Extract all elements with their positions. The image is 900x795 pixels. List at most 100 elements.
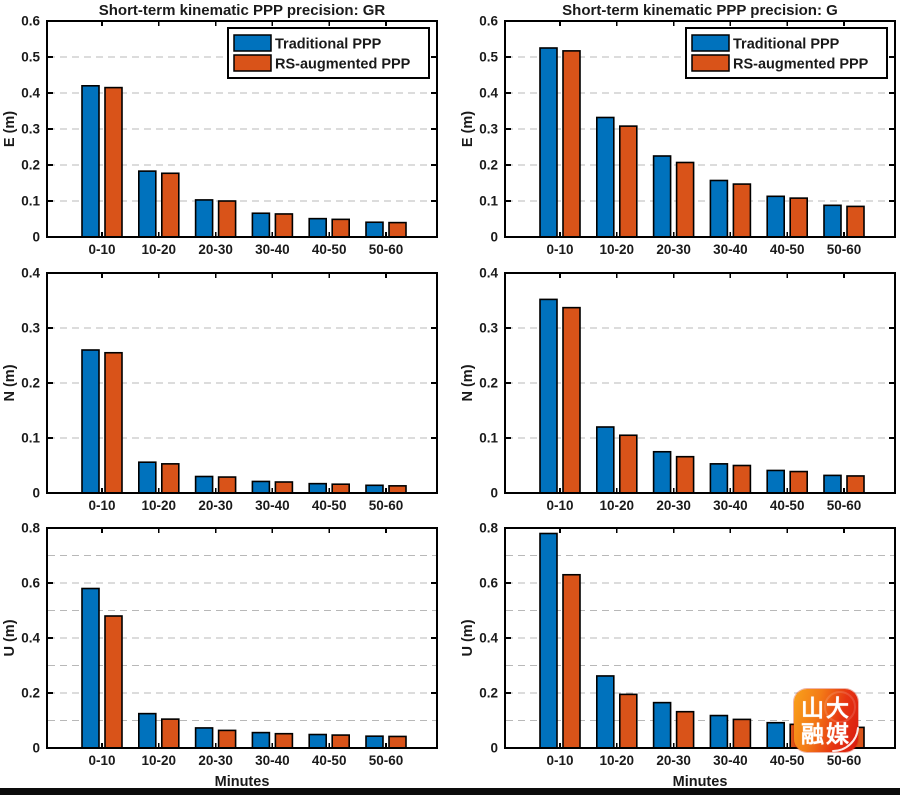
bar-rs-40-50 [331,734,351,749]
x-tick-label: 50-60 [369,753,404,768]
bar-traditional-30-40 [709,179,729,238]
y-tick-label: 0.8 [479,521,498,536]
bar-traditional-10-20 [138,461,157,494]
x-axis-label: Minutes [215,774,270,790]
y-tick-label: 0.1 [21,431,40,446]
bar-rs-40-50 [789,470,809,494]
bar-rs-10-20 [161,172,180,238]
watermark-logo: 山大 融媒 [794,689,859,753]
x-tick-label: 50-60 [827,242,862,257]
bar-rs-30-40 [274,732,294,749]
x-tick-label: 0-10 [546,242,573,257]
x-tick-label: 20-30 [656,498,691,513]
bar-rs-50-60 [388,221,407,238]
bar-rs-20-30 [217,476,237,494]
x-tick-label: 40-50 [770,498,805,513]
bar-rs-0-10 [104,86,123,238]
bar-rs-20-30 [217,200,237,238]
y-tick-label: 0 [32,486,40,501]
bar-traditional-20-30 [194,727,214,749]
x-tick-label: 30-40 [713,242,748,257]
bar-traditional-50-60 [365,735,384,749]
x-tick-label: 0-10 [546,498,573,513]
chart-title: Short-term kinematic PPP precision: G [562,2,838,19]
y-tick-label: 0.6 [479,576,498,591]
y-axis-label: E (m) [2,111,18,147]
y-axis-label: E (m) [460,111,476,147]
bar-traditional-20-30 [194,475,214,494]
y-tick-label: 0.5 [479,50,498,65]
bar-rs-30-40 [732,183,752,238]
bar-traditional-20-30 [652,450,672,494]
bar-traditional-30-40 [251,731,271,749]
x-tick-label: 30-40 [255,498,290,513]
bar-traditional-40-50 [766,721,786,749]
bar-traditional-30-40 [709,714,729,749]
bar-rs-50-60 [388,735,407,749]
legend-label-traditional: Traditional PPP [733,37,840,53]
x-tick-label: 40-50 [312,498,347,513]
x-tick-label: 40-50 [770,242,805,257]
bar-traditional-0-10 [81,349,100,494]
x-tick-label: 40-50 [770,753,805,768]
x-tick-label: 10-20 [600,498,635,513]
bar-rs-0-10 [562,306,581,494]
bar-traditional-40-50 [308,733,328,749]
x-tick-label: 20-30 [656,753,691,768]
y-tick-label: 0.5 [21,50,40,65]
bar-rs-50-60 [846,475,865,494]
bar-traditional-40-50 [766,469,786,494]
x-tick-label: 50-60 [369,498,404,513]
bar-traditional-10-20 [596,675,615,749]
x-axis-label: Minutes [673,774,728,790]
bar-traditional-30-40 [251,480,271,494]
bar-rs-40-50 [331,218,351,238]
bar-rs-10-20 [161,718,180,749]
y-tick-label: 0.2 [479,376,498,391]
subplot-n-gr: 0-10 10-20 20-30 30-40 40-50 50-60 0 0.1 0.2 0.3 0… [2,266,438,513]
bar-rs-30-40 [274,213,294,238]
bar-rs-10-20 [619,434,638,494]
x-tick-label: 30-40 [713,498,748,513]
bar-rs-50-60 [846,205,865,238]
bar-traditional-20-30 [652,155,672,238]
bar-traditional-50-60 [823,204,842,238]
legend-label-traditional: Traditional PPP [275,37,382,53]
bar-rs-30-40 [732,718,752,749]
bar-traditional-0-10 [81,85,100,238]
x-tick-label: 0-10 [88,242,115,257]
bar-rs-20-30 [675,455,695,494]
bar-traditional-40-50 [308,217,328,238]
x-tick-label: 10-20 [600,242,635,257]
x-tick-label: 20-30 [198,753,233,768]
bar-traditional-10-20 [596,426,615,494]
subplot-n-g: 0-10 10-20 20-30 30-40 40-50 50-60 0 0.1 0.2 0.3 0… [460,266,896,513]
subplot-u-gr: 0-10 10-20 20-30 30-40 40-50 50-60 0 0.2 0.4 0.6 0… [2,521,438,790]
bar-rs-10-20 [619,125,638,238]
bar-traditional-20-30 [652,701,672,749]
y-tick-label: 0.8 [21,521,40,536]
x-tick-label: 50-60 [369,242,404,257]
bar-rs-10-20 [161,463,180,494]
y-tick-label: 0.4 [479,631,498,646]
watermark-text-line2: 融媒 [801,720,851,747]
x-tick-label: 30-40 [255,242,290,257]
x-tick-label: 0-10 [88,498,115,513]
legend-swatch-rs [233,54,272,72]
x-tick-label: 40-50 [312,753,347,768]
bar-traditional-10-20 [138,170,157,238]
bar-traditional-50-60 [823,474,842,494]
bar-traditional-20-30 [194,199,214,238]
y-tick-label: 0.2 [21,686,40,701]
x-tick-label: 20-30 [198,242,233,257]
y-tick-label: 0 [32,741,40,756]
x-tick-label: 0-10 [546,753,573,768]
bar-traditional-0-10 [539,532,558,749]
watermark-text-line1: 山大 [801,694,851,721]
bar-traditional-30-40 [251,212,271,238]
y-tick-label: 0.1 [479,431,498,446]
bar-rs-0-10 [562,573,581,749]
y-axis-label: U (m) [2,619,18,656]
y-tick-label: 0.4 [21,266,40,281]
y-tick-label: 0.3 [479,122,498,137]
